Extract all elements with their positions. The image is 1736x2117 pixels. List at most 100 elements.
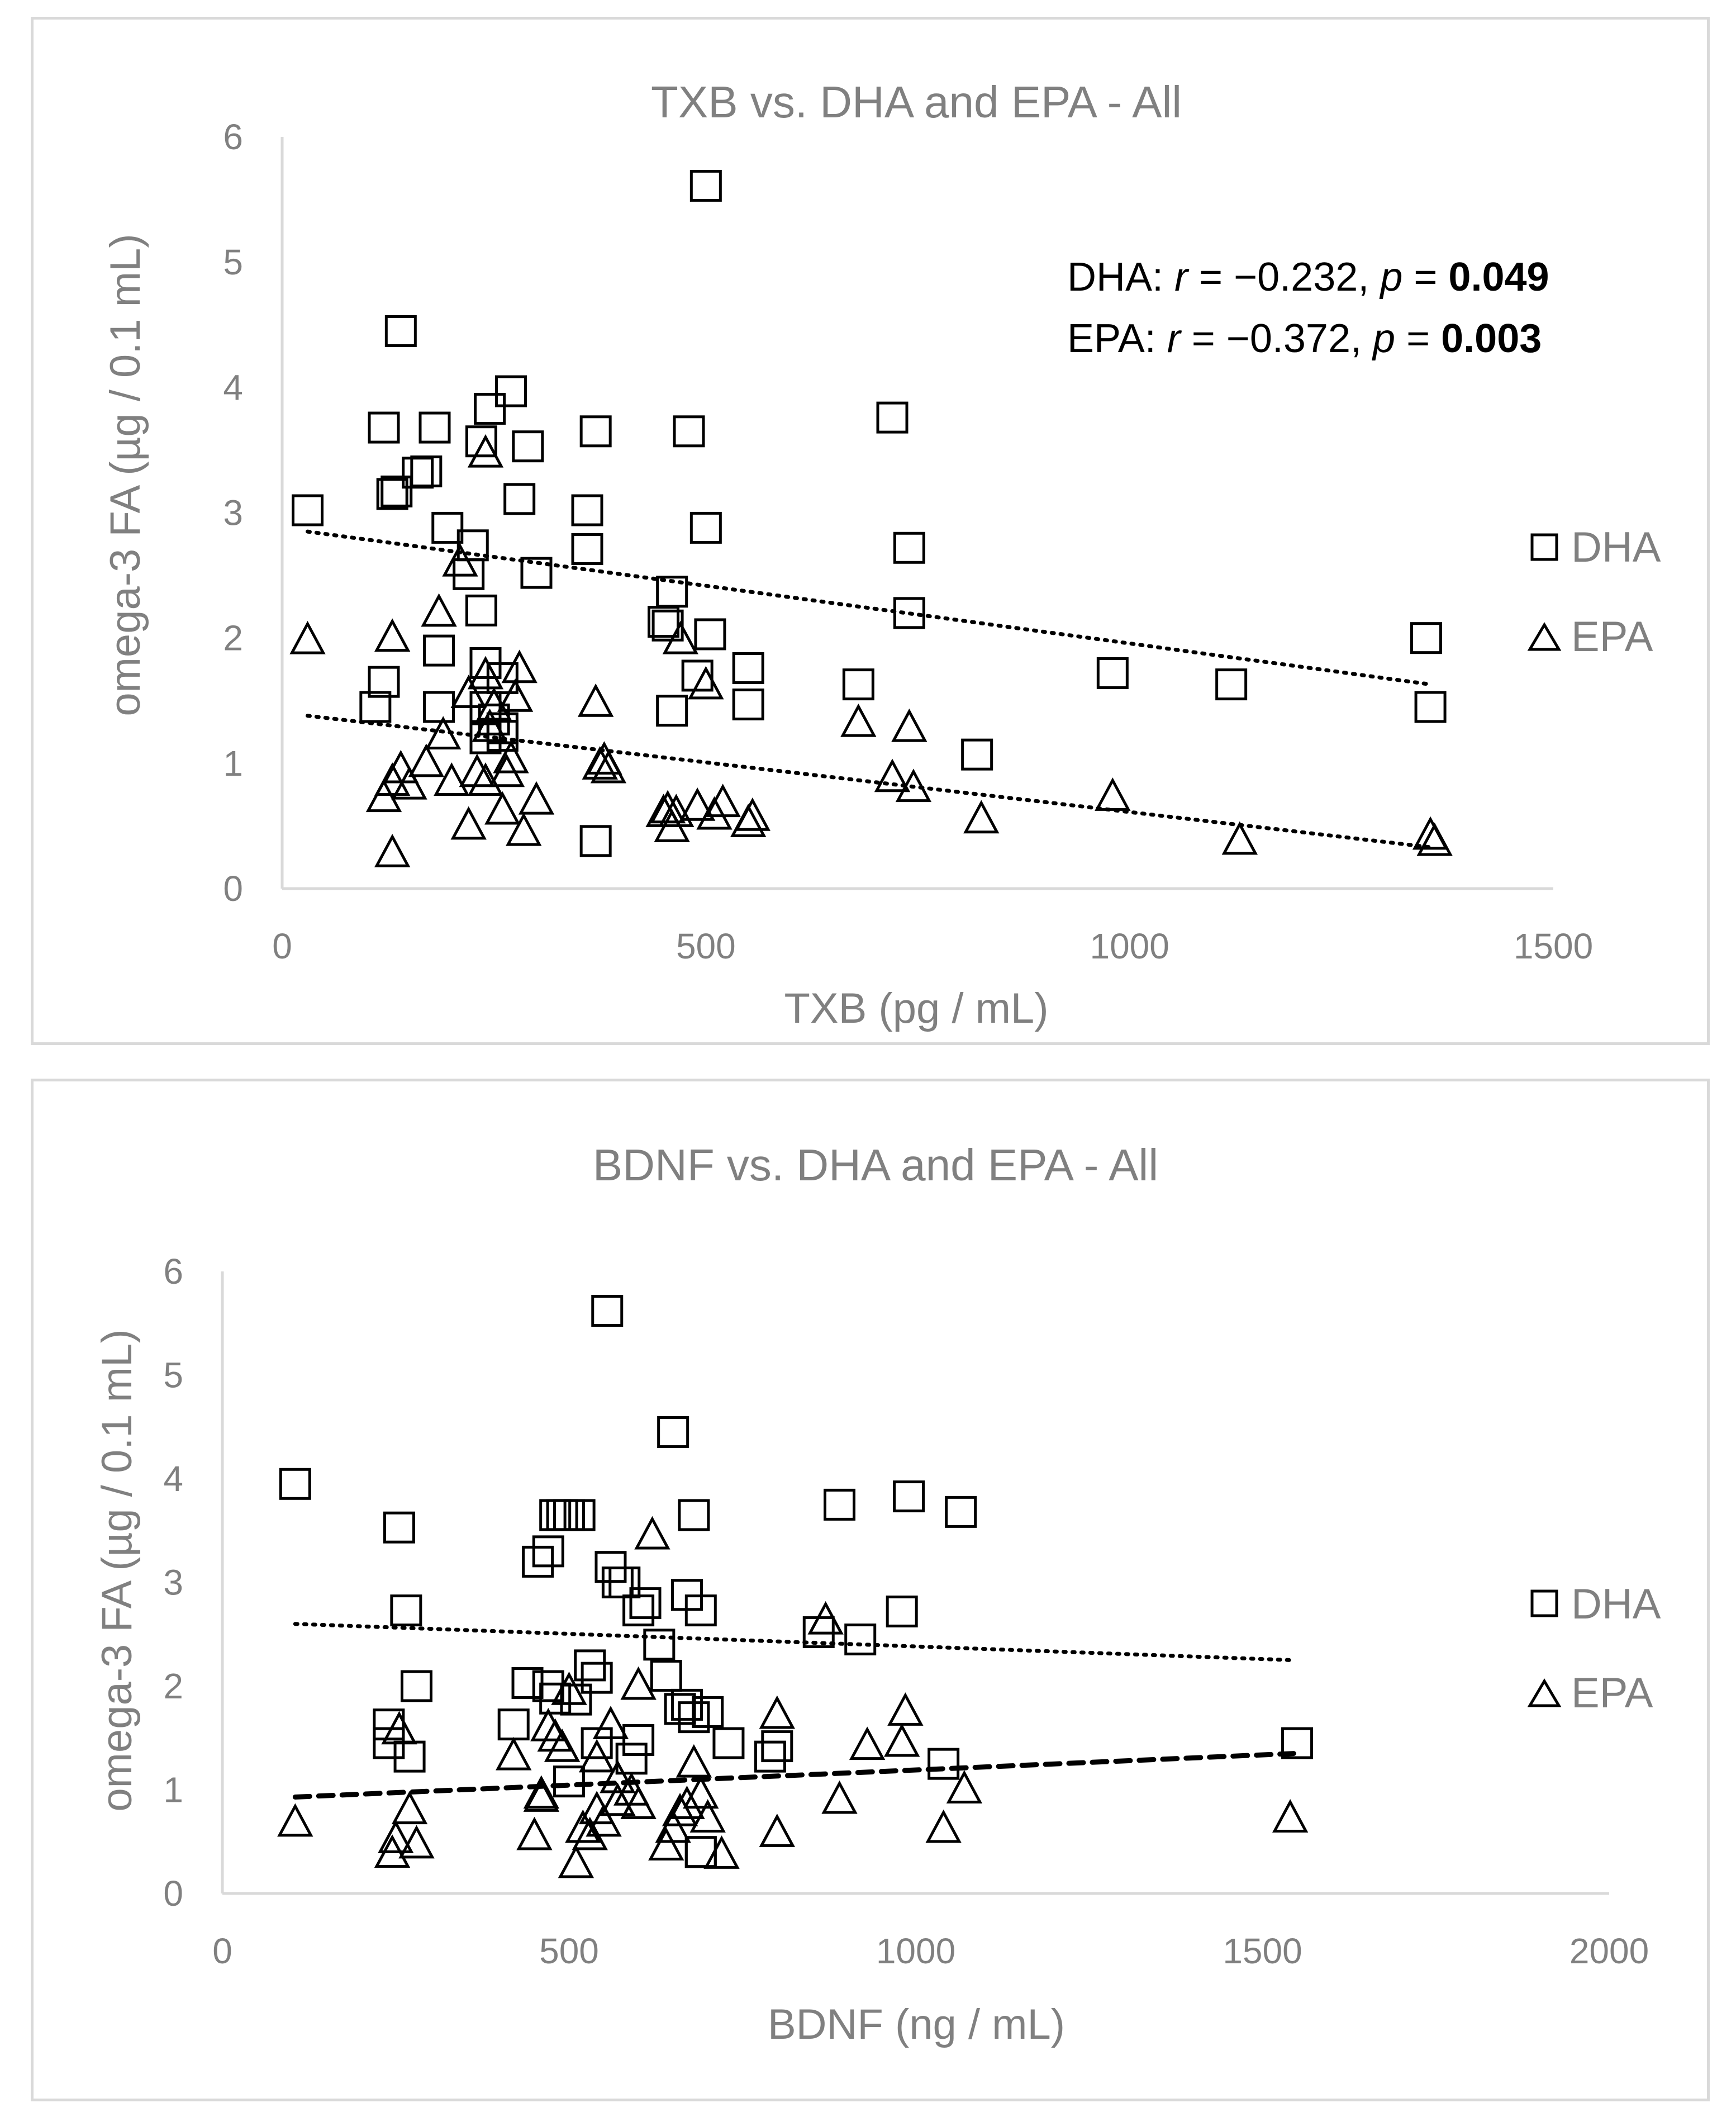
dha-point — [673, 415, 705, 448]
epa-point — [821, 1780, 858, 1814]
dha-point — [893, 1480, 925, 1513]
trendline-epa — [306, 714, 1433, 849]
legend-dha-square-icon — [1530, 1589, 1558, 1617]
dha-point — [546, 1499, 578, 1531]
trendline-epa — [292, 1751, 1296, 1800]
epa-point — [849, 1726, 886, 1760]
epa-point — [655, 1809, 691, 1843]
y-tick-label: 6 — [163, 1251, 183, 1292]
epa-point — [374, 762, 411, 796]
dha-point — [1215, 668, 1248, 701]
dha-point — [622, 1594, 655, 1627]
epa-point — [648, 1827, 684, 1861]
dha-point — [503, 483, 536, 515]
dha-point — [368, 411, 400, 444]
dha-point — [684, 1594, 717, 1627]
dha-point — [410, 455, 443, 488]
trendline-dha — [293, 1622, 1296, 1663]
dha-point — [1281, 1727, 1314, 1759]
dha-point — [553, 1765, 585, 1798]
y-tick-label: 5 — [163, 1355, 183, 1395]
dha-point — [670, 1688, 703, 1721]
dha-point — [423, 634, 455, 667]
epa-point — [662, 1793, 698, 1826]
dha-point — [1410, 622, 1442, 654]
dha-point — [512, 430, 544, 463]
dha-point — [431, 511, 464, 544]
epa-point — [484, 791, 521, 825]
dha-point — [368, 666, 400, 698]
dha-point — [1096, 657, 1129, 689]
epa-point — [1416, 822, 1453, 856]
x-axis-title-bdnf: BDNF (ng / mL) — [768, 2001, 1065, 2048]
dha-point — [279, 1468, 311, 1500]
epa-point — [398, 1825, 435, 1859]
epa-point — [600, 1782, 636, 1816]
y-tick-label: 0 — [163, 1873, 183, 1914]
epa-point — [467, 656, 504, 690]
epa-point — [374, 618, 411, 652]
legend-bdnf: DHA EPA — [1527, 1580, 1661, 1717]
legend-dha-label: DHA — [1571, 524, 1661, 571]
y-tick-label: 1 — [163, 1770, 183, 1810]
dha-point — [381, 475, 413, 507]
epa-point — [277, 1803, 313, 1837]
epa-point — [523, 1775, 560, 1809]
epa-point — [658, 794, 695, 827]
epa-point — [381, 1711, 417, 1745]
dha-point — [678, 1701, 710, 1734]
dha-point — [629, 1587, 662, 1620]
dha-point — [581, 1662, 613, 1694]
chart-bdnf: BDNF vs. DHA and EPA - All BDNF (ng / mL… — [93, 1140, 1661, 2048]
dha-point — [400, 1670, 432, 1702]
epa-point — [408, 743, 445, 777]
dha-point — [497, 1708, 530, 1741]
dha-point — [465, 594, 497, 626]
y-tick-label: 3 — [163, 1563, 183, 1603]
dha-point — [656, 695, 688, 727]
y-tick-label: 1 — [223, 743, 243, 784]
legend-epa-label: EPA — [1571, 1669, 1653, 1717]
epa-point — [887, 1692, 924, 1726]
dha-point — [522, 1545, 554, 1578]
epa-point — [493, 739, 529, 773]
chart-title-txb: TXB vs. DHA and EPA - All — [651, 77, 1182, 127]
dha-point — [657, 1416, 689, 1449]
epa-point — [874, 758, 911, 792]
stats-annotation: DHA: r = −0.232, p = 0.049 EPA: r = −0.3… — [1067, 255, 1549, 361]
epa-point — [705, 784, 741, 818]
epa-point — [578, 1739, 615, 1773]
dha-point — [622, 1724, 655, 1756]
epa-point — [467, 434, 504, 468]
dha-point — [465, 425, 497, 458]
trendline-dha — [306, 529, 1433, 687]
epa-point — [620, 1786, 657, 1819]
dha-point — [390, 1594, 422, 1627]
dha-point — [591, 1294, 624, 1327]
dha-point — [384, 315, 417, 347]
epa-point — [891, 708, 928, 742]
epa-point — [365, 779, 402, 813]
epa-point — [472, 708, 508, 742]
epa-point — [759, 1695, 795, 1729]
dha-point — [893, 597, 925, 629]
epa-point — [496, 1736, 532, 1771]
epa-point — [703, 1835, 740, 1869]
epa-point — [734, 797, 771, 831]
epa-point — [450, 675, 487, 709]
x-tick-label: 1000 — [1090, 926, 1169, 966]
dha-point — [961, 738, 993, 771]
epa-point — [374, 833, 411, 867]
epa-point — [840, 703, 877, 737]
y-tick-label: 4 — [163, 1459, 183, 1499]
legend-epa-label: EPA — [1571, 613, 1653, 661]
x-tick-label: 500 — [539, 1931, 599, 1971]
epa-point — [1095, 777, 1131, 811]
dha-point — [650, 1659, 682, 1692]
dha-point — [681, 659, 714, 692]
legend-dha-label: DHA — [1571, 1580, 1661, 1628]
dha-point — [563, 1499, 596, 1531]
y-tick-label: 2 — [163, 1666, 183, 1706]
epa-point — [688, 666, 724, 700]
